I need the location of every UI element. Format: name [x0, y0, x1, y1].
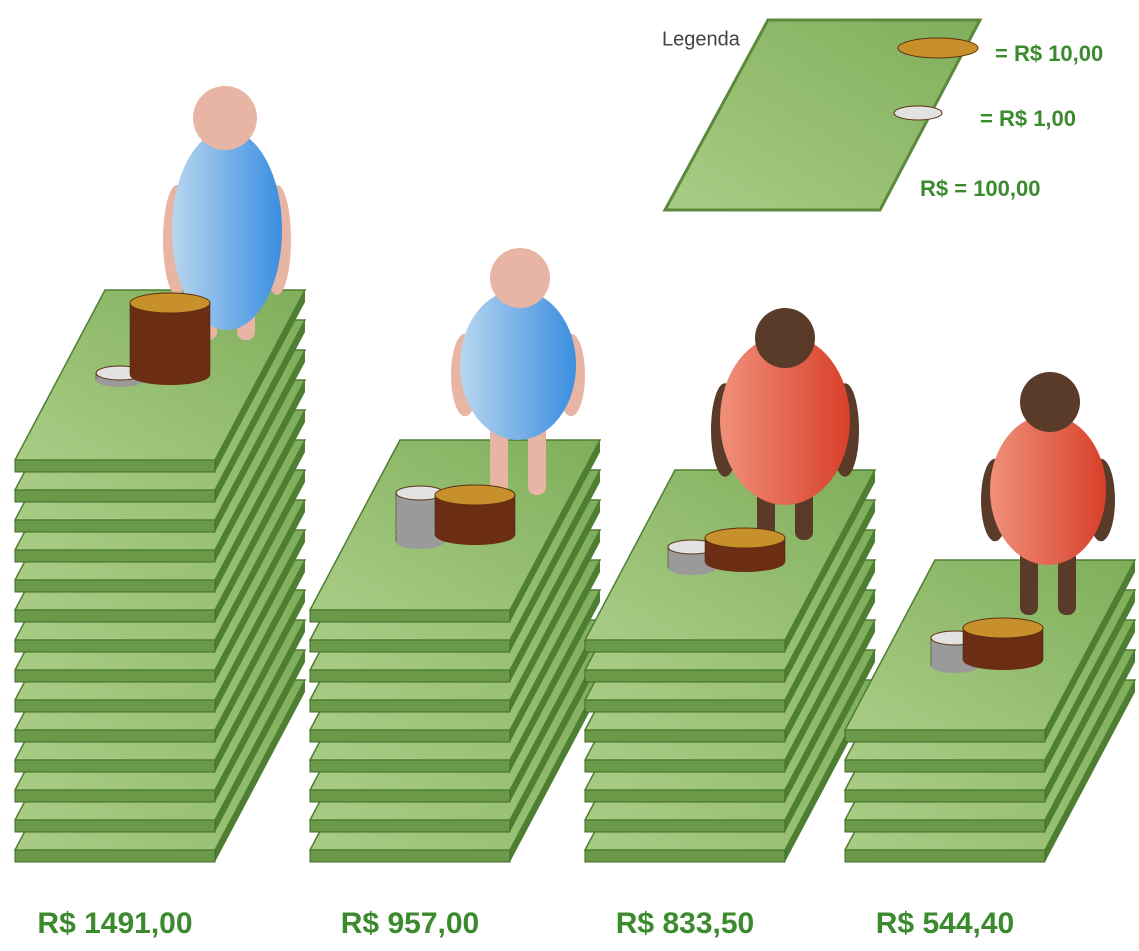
bill-edge [845, 760, 1045, 772]
head [193, 86, 257, 150]
bill-edge [585, 640, 785, 652]
bill-edge [310, 730, 510, 742]
coin-top [130, 293, 210, 313]
bill-edge [585, 790, 785, 802]
bill-edge [15, 520, 215, 532]
bill-edge [15, 460, 215, 472]
coin-stack-ten [705, 528, 785, 572]
bill-edge [585, 850, 785, 862]
plot [15, 86, 1135, 862]
head [1020, 372, 1080, 432]
legend-title: Legenda [662, 28, 741, 50]
bill-edge [15, 640, 215, 652]
coin-top [435, 485, 515, 505]
bill-edge [845, 820, 1045, 832]
bill-edge [15, 700, 215, 712]
coin-top [898, 38, 978, 58]
bill-edge [15, 670, 215, 682]
value-label: R$ 957,00 [341, 907, 479, 940]
bill-edge [15, 820, 215, 832]
value-label: R$ 544,40 [876, 907, 1014, 940]
bill-edge [15, 610, 215, 622]
chart: Legenda = R$ 10,00 = R$ 1,00 R$ = 100,00 R$… [0, 0, 1139, 951]
coin-top [894, 106, 942, 120]
coin-stack-one [894, 106, 942, 120]
head [755, 308, 815, 368]
coin-stack-ten [898, 38, 978, 58]
bill-stack [845, 560, 1135, 862]
bill-edge [15, 850, 215, 862]
coin-stack-ten [130, 293, 210, 385]
bill-edge [15, 730, 215, 742]
bill-edge [845, 850, 1045, 862]
bill-edge [585, 670, 785, 682]
coin-stack-ten [435, 485, 515, 545]
bill-edge [15, 580, 215, 592]
bill-edge [15, 790, 215, 802]
bill-edge [585, 820, 785, 832]
legend-label: = R$ 1,00 [980, 106, 1076, 131]
bill-edge [845, 790, 1045, 802]
bill-edge [310, 610, 510, 622]
legend-label: = R$ 10,00 [995, 41, 1103, 66]
bill-edge [310, 670, 510, 682]
coin-stack-ten [963, 618, 1043, 670]
bill-edge [310, 790, 510, 802]
legend-label: R$ = 100,00 [920, 176, 1040, 201]
bill-edge [310, 640, 510, 652]
bill-edge [585, 700, 785, 712]
coin-top [705, 528, 785, 548]
bill-edge [15, 760, 215, 772]
value-label: R$ 1491,00 [37, 907, 192, 940]
bill-edge [15, 490, 215, 502]
torso [990, 415, 1106, 565]
bill-edge [310, 850, 510, 862]
bill-edge [310, 760, 510, 772]
coin-top [963, 618, 1043, 638]
bill-edge [310, 820, 510, 832]
head [490, 248, 550, 308]
bill-edge [310, 700, 510, 712]
bill-edge [585, 760, 785, 772]
bill-edge [585, 730, 785, 742]
bill-edge [845, 730, 1045, 742]
bill-edge [15, 550, 215, 562]
torso [460, 290, 576, 440]
value-label: R$ 833,50 [616, 907, 754, 940]
